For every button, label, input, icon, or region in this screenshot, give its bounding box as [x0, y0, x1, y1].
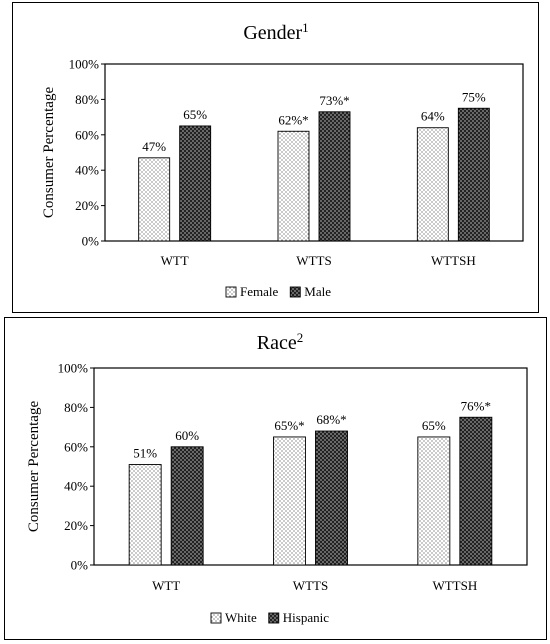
- race-chart: Race2 0% 20% 40% 60% 80% 100% Consumer Percenta…: [26, 330, 528, 625]
- legend-swatch: [225, 286, 237, 298]
- plot-area: [93, 367, 528, 566]
- bar-hispanic-wtts: [315, 430, 348, 566]
- data-label: 68%*: [316, 412, 346, 427]
- bar-male-wtts: [318, 111, 351, 242]
- category-label: WTT: [161, 253, 189, 268]
- y-tick-label: 100%: [69, 57, 100, 72]
- y-axis-label: Consumer Percentage: [26, 401, 42, 533]
- y-tick-label: 20%: [75, 198, 99, 213]
- y-tick-label: 40%: [75, 163, 99, 178]
- data-label: 62%*: [278, 112, 308, 127]
- y-tick-label: 100%: [58, 361, 89, 376]
- data-label: 65%*: [274, 418, 304, 433]
- data-label: 64%: [421, 109, 445, 124]
- category-label: WTTSH: [432, 578, 477, 593]
- plot-area: [104, 63, 524, 242]
- legend: White Hispanic: [210, 610, 329, 625]
- y-tick-label: 80%: [75, 92, 99, 107]
- legend-swatch: [289, 286, 301, 298]
- bar-white-wtt: [128, 464, 162, 566]
- bar-white-wtts: [273, 436, 306, 566]
- legend-label: White: [225, 610, 257, 625]
- gender-chart-panel: Gender1 0% 20% 40% 60% 80% 100% Consumer Percen…: [12, 2, 539, 313]
- category-label: WTTS: [296, 253, 331, 268]
- data-label: 65%: [422, 418, 446, 433]
- bar-hispanic-wtt: [170, 446, 204, 566]
- bar-white-wttsh: [417, 436, 451, 566]
- legend-label: Female: [240, 284, 278, 299]
- data-label: 73%*: [319, 93, 349, 108]
- y-tick-label: 40%: [64, 479, 88, 494]
- bar-female-wtt: [138, 157, 171, 242]
- y-tick-label: 0%: [82, 234, 100, 249]
- data-label: 65%: [183, 107, 207, 122]
- legend-label: Hispanic: [283, 610, 329, 625]
- y-tick-label: 80%: [64, 400, 88, 415]
- gender-chart: Gender1 0% 20% 40% 60% 80% 100% Consumer Percen…: [41, 20, 524, 299]
- y-tick-label: 20%: [64, 518, 88, 533]
- race-chart-panel: Race2 0% 20% 40% 60% 80% 100% Consumer Percenta…: [4, 317, 547, 640]
- bar-hispanic-wttsh: [459, 416, 493, 566]
- data-label: 75%: [462, 89, 486, 104]
- data-label: 76%*: [461, 398, 491, 413]
- y-axis-label: Consumer Percentage: [41, 87, 57, 219]
- bar-female-wttsh: [416, 127, 449, 242]
- bar-male-wttsh: [457, 107, 490, 242]
- bar-male-wtt: [179, 125, 212, 242]
- y-tick-label: 0%: [71, 558, 89, 573]
- data-label: 47%: [142, 139, 166, 154]
- legend-swatch: [210, 612, 222, 624]
- chart-title: Race2: [257, 330, 303, 354]
- data-label: 51%: [133, 446, 157, 461]
- legend-label: Male: [304, 284, 331, 299]
- category-label: WTTSH: [431, 253, 476, 268]
- legend-swatch: [268, 612, 280, 624]
- category-label: WTTS: [293, 578, 328, 593]
- data-label: 60%: [175, 428, 199, 443]
- y-tick-label: 60%: [64, 439, 88, 454]
- chart-title: Gender1: [243, 20, 308, 44]
- legend: Female Male: [225, 284, 331, 299]
- y-tick-label: 60%: [75, 127, 99, 142]
- category-label: WTT: [152, 578, 180, 593]
- bar-female-wtts: [277, 130, 310, 242]
